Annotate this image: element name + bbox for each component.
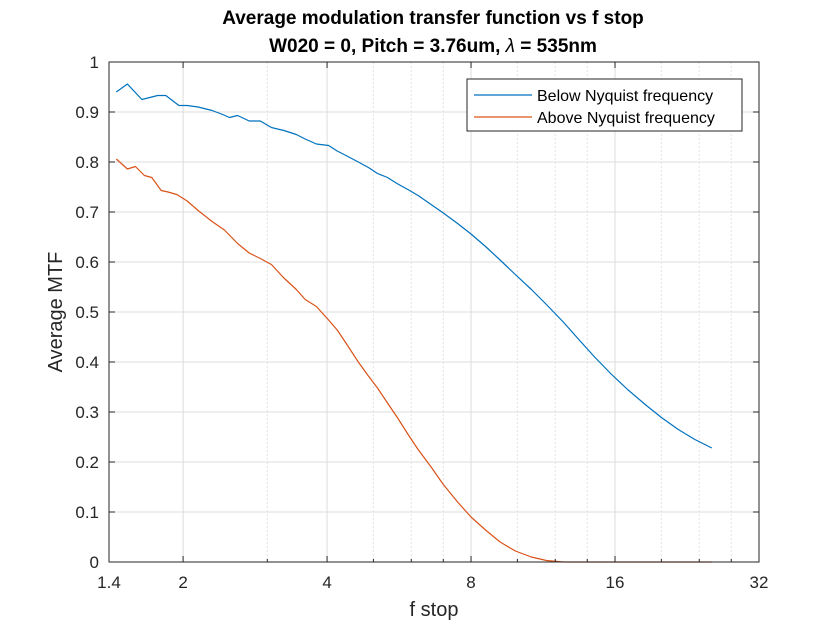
- y-tick-label: 0.1: [75, 503, 99, 522]
- chart-title-line2-suffix: = 535nm: [515, 36, 597, 57]
- y-tick-label: 0: [90, 553, 99, 572]
- chart-title-line2: W020 = 0, Pitch = 3.76um, λ = 535nm: [269, 36, 597, 57]
- x-tick-label: 1.4: [97, 573, 121, 592]
- y-tick-label: 0.8: [75, 153, 99, 172]
- lambda-symbol: λ: [505, 36, 515, 57]
- legend: Below Nyquist frequency Above Nyquist fr…: [466, 78, 743, 132]
- y-tick-label: 0.9: [75, 103, 99, 122]
- y-tick-label: 0.5: [75, 303, 99, 322]
- axis-ticks: 0 0.1 0.2 0.3 0.4 0.5 0.6 0.7 0.8 0.9 1 1.4 2 4 8 16 32: [75, 53, 768, 592]
- chart-title-line2-prefix: W020 = 0, Pitch = 3.76um,: [269, 36, 506, 57]
- x-tick-label: 32: [750, 573, 769, 592]
- y-tick-label: 0.2: [75, 453, 99, 472]
- x-tick-label: 2: [178, 573, 187, 592]
- chart-title-line1: Average modulation transfer function vs …: [222, 8, 644, 29]
- x-tick-label: 4: [322, 573, 331, 592]
- legend-box: [466, 78, 743, 132]
- x-tick-label: 16: [606, 573, 625, 592]
- y-tick-label: 0.6: [75, 253, 99, 272]
- y-tick-label: 0.3: [75, 403, 99, 422]
- y-tick-label: 0.4: [75, 353, 99, 372]
- legend-label-above-nyquist: Above Nyquist frequency: [537, 110, 715, 127]
- y-tick-label: 0.7: [75, 203, 99, 222]
- x-tick-label: 8: [466, 573, 475, 592]
- y-tick-label: 1: [90, 53, 99, 72]
- x-axis-label: f stop: [410, 599, 459, 621]
- series-line-below-nyquist: [115, 83, 713, 449]
- y-axis-label: Average MTF: [45, 252, 67, 373]
- legend-label-below-nyquist: Below Nyquist frequency: [537, 88, 713, 105]
